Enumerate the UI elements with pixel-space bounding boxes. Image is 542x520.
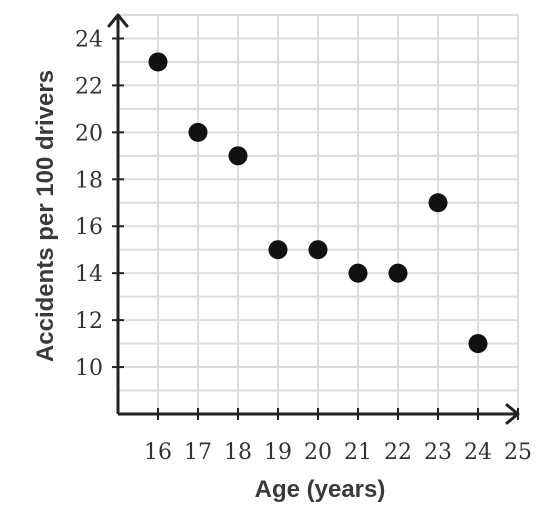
axes [107, 13, 520, 425]
y-tick-label-22: 22 [75, 74, 103, 99]
y-tick-labels: 10 12 14 16 18 20 22 24 [75, 27, 103, 381]
data-point-19 [268, 240, 288, 260]
x-axis-title: Age (years) [255, 476, 386, 503]
data-point-17 [188, 122, 208, 142]
x-tick-label-18: 18 [224, 440, 252, 465]
y-tick-label-12: 12 [75, 309, 103, 334]
y-tick-label-10: 10 [75, 356, 103, 381]
grid [118, 14, 519, 414]
y-tick-label-24: 24 [75, 27, 103, 52]
y-tick-label-20: 20 [75, 121, 103, 146]
data-point-24 [468, 334, 488, 354]
data-point-22 [388, 263, 408, 283]
x-tick-labels: 16 17 18 19 20 21 22 23 24 25 [144, 440, 532, 465]
data-point-21 [348, 263, 368, 283]
data-point-20 [308, 240, 328, 260]
x-tick-label-20: 20 [304, 440, 332, 465]
y-axis-arrow [107, 13, 129, 28]
y-axis-title: Accidents per 100 drivers [32, 70, 59, 362]
x-tick-label-21: 21 [344, 440, 372, 465]
y-tick-label-16: 16 [75, 215, 103, 240]
x-tick-label-23: 23 [424, 440, 452, 465]
data-point-16 [148, 52, 168, 72]
x-tick-label-17: 17 [184, 440, 212, 465]
x-tick-label-25: 25 [504, 440, 532, 465]
y-tick-label-18: 18 [75, 168, 103, 193]
data-point-23 [428, 193, 448, 213]
data-points [148, 52, 488, 354]
x-tick-label-24: 24 [464, 440, 492, 465]
x-tick-label-19: 19 [264, 440, 292, 465]
x-tick-label-16: 16 [144, 440, 172, 465]
data-point-18 [228, 146, 248, 166]
x-tick-label-22: 22 [384, 440, 412, 465]
y-tick-label-14: 14 [75, 262, 103, 287]
